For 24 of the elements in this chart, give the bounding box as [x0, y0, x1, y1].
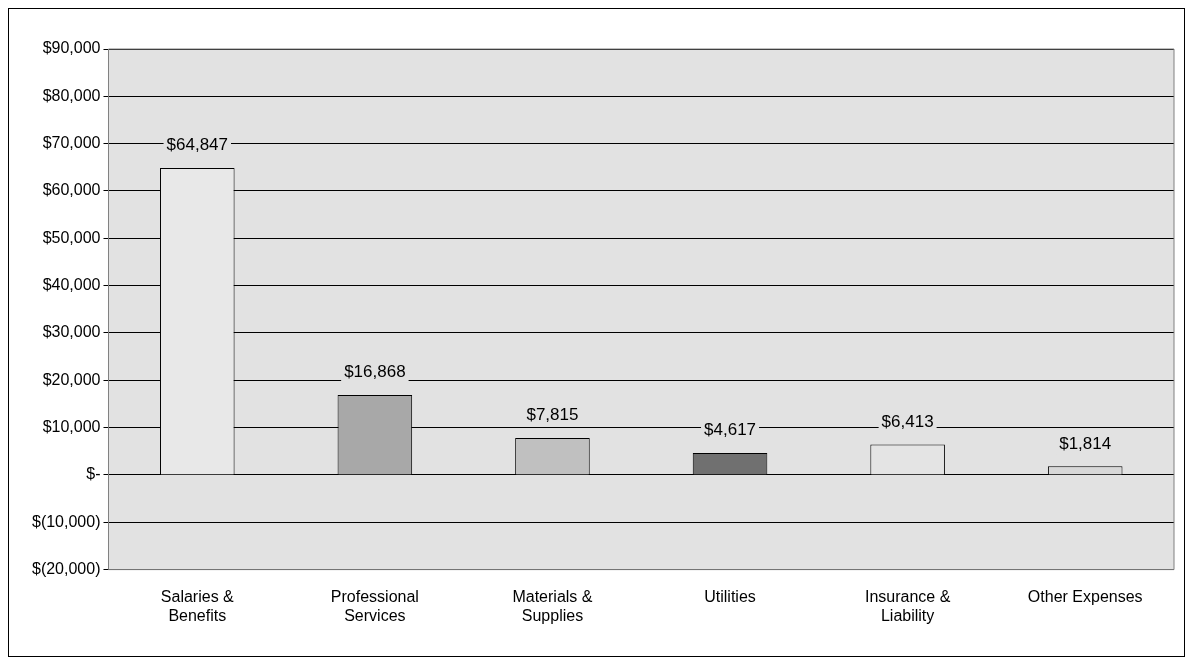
- x-tick-label: Materials & Supplies: [512, 587, 593, 624]
- y-tick-label: $-: [86, 465, 101, 483]
- data-label: $1,814: [1059, 433, 1112, 453]
- y-tick-label: $90,000: [42, 39, 101, 57]
- y-tick-label: $70,000: [42, 134, 101, 152]
- y-tick-label: $60,000: [42, 181, 101, 199]
- y-tick-label: $30,000: [42, 323, 101, 341]
- data-label: $7,815: [526, 405, 579, 425]
- y-tick-label: $(10,000): [31, 512, 101, 530]
- x-tick-label: Professional Services: [330, 587, 419, 624]
- y-tick-label: $(20,000): [31, 560, 101, 578]
- x-tick-label: Insurance & Liability: [864, 587, 951, 624]
- data-label: $4,617: [704, 420, 757, 440]
- data-label: $64,847: [166, 135, 229, 155]
- y-tick-label: $80,000: [42, 86, 101, 104]
- y-tick-label: $40,000: [42, 276, 101, 294]
- data-label: $6,413: [881, 411, 934, 431]
- y-tick-label: $10,000: [42, 418, 101, 436]
- y-tick-label: $20,000: [42, 370, 101, 388]
- x-tick-label: Salaries & Benefits: [160, 587, 235, 624]
- x-tick-label: Other Expenses: [1027, 587, 1143, 605]
- x-tick-label: Utilities: [704, 587, 756, 605]
- y-tick-label: $50,000: [42, 228, 101, 246]
- data-label: $16,868: [344, 362, 406, 382]
